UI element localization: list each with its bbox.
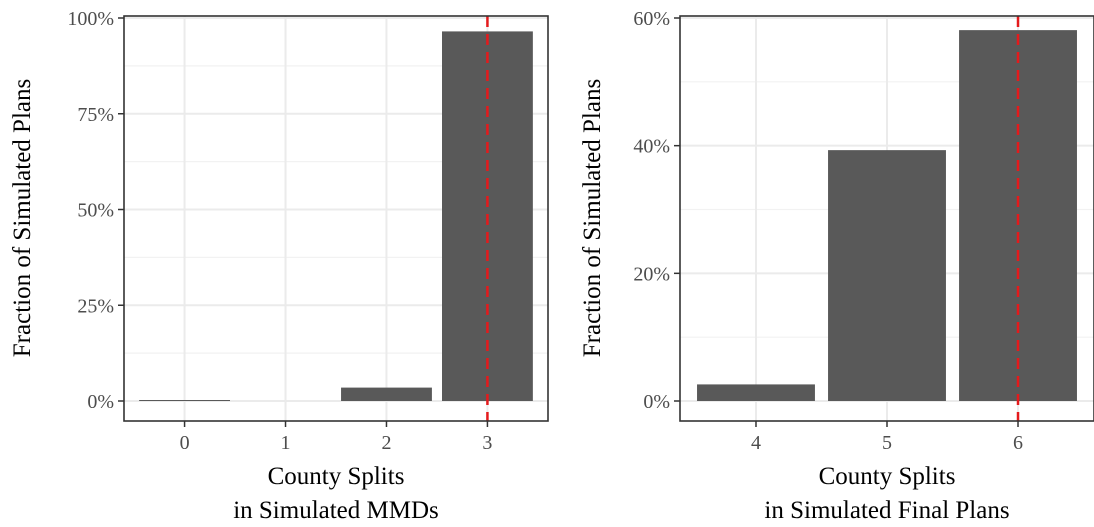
y-axis-title: Fraction of Simulated Plans bbox=[9, 79, 36, 357]
x-tick-label: 3 bbox=[482, 432, 492, 454]
y-tick-label: 50% bbox=[77, 200, 114, 222]
bar-4 bbox=[697, 384, 815, 401]
x-axis-title-line: County Splits bbox=[819, 463, 956, 490]
bar-0 bbox=[139, 400, 230, 401]
panel-border bbox=[123, 15, 549, 422]
bars bbox=[697, 16, 1077, 421]
y-tick-label: 25% bbox=[77, 295, 114, 317]
chart-panel-left: 0% 25% 50% 75% 100% 0 1 2 3 County Splits in Simul… bbox=[9, 8, 549, 524]
bar-2 bbox=[341, 387, 432, 401]
y-axis-title: Fraction of Simulated Plans bbox=[579, 79, 606, 357]
chart-panel-right: 0% 20% 40% 60% 4 5 6 County Splits in Simulated … bbox=[579, 8, 1094, 524]
y-tick-label: 40% bbox=[633, 136, 670, 158]
x-axis-title-line: in Simulated MMDs bbox=[233, 497, 439, 524]
y-tick-label: 20% bbox=[633, 263, 670, 285]
x-axis-title-line: in Simulated Final Plans bbox=[764, 497, 1009, 524]
y-tick-label: 75% bbox=[77, 104, 114, 126]
x-tick-label: 6 bbox=[1013, 432, 1023, 454]
y-tick-label: 60% bbox=[633, 8, 670, 30]
x-tick-label: 5 bbox=[882, 432, 892, 454]
y-tick-label: 0% bbox=[87, 391, 114, 413]
bars bbox=[139, 16, 533, 421]
x-tick-label: 4 bbox=[751, 432, 761, 454]
y-tick-label: 100% bbox=[67, 8, 114, 30]
y-tick-label: 0% bbox=[643, 391, 670, 413]
x-axis-title-line: County Splits bbox=[268, 463, 405, 490]
x-tick-label: 2 bbox=[381, 432, 391, 454]
x-tick-label: 1 bbox=[281, 432, 291, 454]
x-tick-label: 0 bbox=[180, 432, 190, 454]
bar-5 bbox=[828, 150, 946, 401]
